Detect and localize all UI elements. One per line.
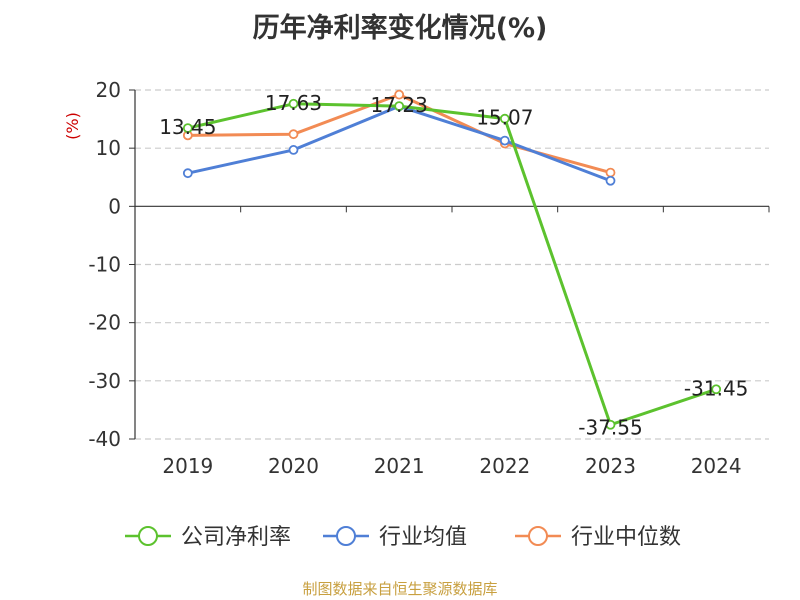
legend-label: 行业中位数 (571, 525, 681, 550)
series-0-point-2019 (182, 123, 193, 133)
y-tick-label: -20 (88, 311, 121, 335)
series-0-point-2021 (394, 101, 405, 112)
series-1-point-2020 (288, 145, 299, 155)
x-tick-label-2023: 2023 (585, 454, 636, 478)
y-tick-label: -10 (88, 253, 121, 277)
legend-marker (528, 526, 548, 546)
legend-marker (336, 526, 356, 546)
legend-item-1: 行业均值 (323, 525, 467, 550)
series-line-0 (187, 102, 717, 427)
axis-layer: 20 10 0 -10 -20 -30 -40 (%) 2019 2020 2021 2022 2023… (63, 78, 770, 478)
data-label-2022: 15.07 (476, 106, 533, 130)
data-label-2020: 17.63 (265, 91, 322, 115)
source-note: 制图数据来自恒生聚源数据库 (302, 580, 498, 598)
series-layer (182, 89, 722, 430)
data-label-2024: -31.45 (684, 376, 748, 400)
series-1-point-2023 (605, 175, 616, 186)
legend-label: 行业均值 (379, 525, 467, 550)
x-tick-label-2019: 2019 (162, 454, 213, 478)
y-tick-label: 10 (96, 136, 121, 160)
y-tick-label: 20 (96, 78, 121, 102)
legend-marker (138, 526, 158, 546)
series-0-point-2024 (711, 384, 722, 395)
series-0-point-2020 (288, 98, 299, 109)
y-axis-label: (%) (63, 112, 82, 140)
grid-layer (135, 89, 769, 440)
legend: 公司净利率 行业均值 行业中位数 (125, 525, 681, 550)
data-label-layer: 13.45 17.63 17.23 15.07 -37.55 -31.45 (159, 91, 748, 440)
series-1-point-2022 (499, 135, 510, 146)
data-label-2019: 13.45 (159, 115, 216, 139)
x-tick-label-2024: 2024 (691, 454, 742, 478)
series-0-point-2022 (499, 113, 510, 124)
y-tick-label: -30 (88, 369, 121, 393)
series-2-point-2020 (288, 129, 299, 140)
data-label-2021: 17.23 (371, 93, 428, 117)
x-tick-label-2021: 2021 (374, 454, 425, 478)
series-2-point-2023 (605, 167, 616, 178)
data-label-2023: -37.55 (578, 416, 642, 440)
series-0-point-2023 (605, 419, 616, 430)
series-1-point-2019 (182, 168, 193, 179)
legend-label: 公司净利率 (181, 525, 291, 550)
x-tick-label-2022: 2022 (479, 454, 530, 478)
y-tick-label: 0 (108, 194, 121, 218)
chart-title: 历年净利率变化情况(%) (252, 13, 548, 44)
x-tick-label-2020: 2020 (268, 454, 319, 478)
legend-item-0: 公司净利率 (125, 525, 291, 550)
y-tick-label: -40 (88, 427, 121, 451)
legend-item-2: 行业中位数 (515, 525, 681, 550)
series-line-1 (187, 104, 612, 183)
series-2-point-2021 (394, 89, 405, 100)
